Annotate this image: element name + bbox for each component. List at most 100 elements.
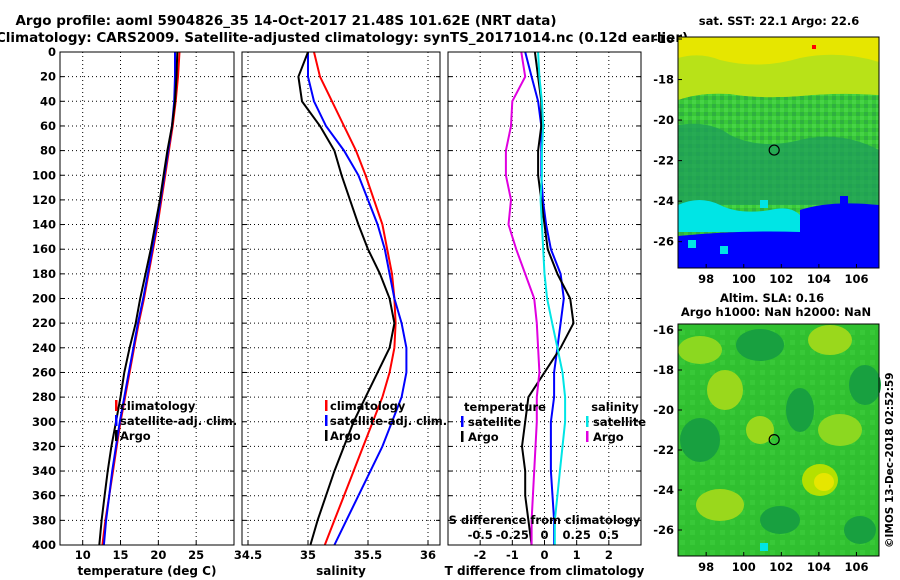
series-line-argo <box>297 51 396 546</box>
x-tick-label: 15 <box>113 548 129 562</box>
series-line-s-argo <box>504 51 541 545</box>
series-line-s-satellite <box>537 51 567 545</box>
map-y-tick-label: -22 <box>653 154 674 168</box>
x-tick-label: 2 <box>605 548 613 562</box>
y-tick-label: 100 <box>32 168 56 182</box>
y-tick-label: 220 <box>32 316 56 330</box>
title-line-1: Argo profile: aoml 5904826_35 14-Oct-201… <box>15 13 556 29</box>
legend-swatch <box>325 415 328 426</box>
x-tick-label: 34.5 <box>234 548 262 562</box>
x-tick-label: 10 <box>75 548 91 562</box>
sla-map: Altim. SLA: 0.16 Argo h1000: NaN h2000: … <box>653 291 881 574</box>
map-x-tick-label: 98 <box>698 560 714 574</box>
map-x-tick-label: 100 <box>732 560 756 574</box>
legend-label: Argo <box>330 429 361 443</box>
x-tick-label-s: -0.25 <box>496 528 529 542</box>
y-tick-label: 180 <box>32 267 56 281</box>
legend-label: climatology <box>120 399 196 413</box>
salinity-panel: 34.5 35 35.5 36 salinity climatologysatellite… <box>234 51 447 578</box>
x-tick-label: 25 <box>188 548 204 562</box>
y-tick-label: 60 <box>40 119 56 133</box>
legend-label: satellite-adj. clim. <box>330 414 447 428</box>
y-tick-label: 160 <box>32 242 56 256</box>
legend-swatch <box>586 416 589 427</box>
x-tick-label: 20 <box>150 548 166 562</box>
legend-swatch <box>586 431 589 442</box>
sla-argo-marker <box>768 434 780 446</box>
plot-frame <box>447 51 642 546</box>
map-y-tick-label: -16 <box>653 323 674 337</box>
sst-map-axes: 98 100 102 104 106 -16 -18 -20 -22 -24 -26 <box>653 32 868 286</box>
x-tick-label-s: 0.25 <box>562 528 590 542</box>
x-tick-label-s: 0 <box>540 528 548 542</box>
plot-frame <box>59 51 235 546</box>
map-x-tick-label: 100 <box>732 272 756 286</box>
y-tick-label: 380 <box>32 513 56 527</box>
sla-map-title: Altim. SLA: 0.16 <box>720 291 824 305</box>
map-x-tick-label: 104 <box>807 272 831 286</box>
x-axis-label: T difference from climatology <box>445 564 645 578</box>
y-tick-label: 260 <box>32 365 56 379</box>
legend-label: satellite-adj. clim. <box>120 414 237 428</box>
y-tick-label: 140 <box>32 218 56 232</box>
series-line-satellite-adj-clim- <box>307 52 408 546</box>
x-tick-label: -1 <box>506 548 519 562</box>
sla-map-axes: 98 100 102 104 106 -16 -18 -20 -22 -24 -26 <box>653 323 868 574</box>
map-y-tick-label: -20 <box>653 113 674 127</box>
map-x-tick-label: 102 <box>769 560 793 574</box>
legend-label: Argo <box>120 429 151 443</box>
legend-label: Argo <box>593 430 624 444</box>
y-tick-label: 400 <box>32 538 56 552</box>
sst-map-title: sat. SST: 22.1 Argo: 22.6 <box>699 14 859 28</box>
map-y-tick-label: -20 <box>653 403 674 417</box>
legend-label: satellite <box>468 415 521 429</box>
x-tick-label: 35.5 <box>354 548 382 562</box>
y-tick-label: 80 <box>40 144 56 158</box>
sst-argo-marker <box>768 144 780 156</box>
legend-swatch <box>461 416 464 427</box>
map-y-tick-label: -24 <box>653 194 674 208</box>
x-tick-label-s: 0.5 <box>599 528 619 542</box>
legend-label: climatology <box>330 399 406 413</box>
y-tick-label: 20 <box>40 70 56 84</box>
x-tick-label: -2 <box>474 548 487 562</box>
title-line-2: Climatology: CARS2009. Satellite-adjuste… <box>0 30 688 46</box>
x-tick-label: 0 <box>540 548 548 562</box>
y-tick-label: 300 <box>32 415 56 429</box>
legend-swatch <box>325 430 328 441</box>
sla-map-subtitle: Argo h1000: NaN h2000: NaN <box>681 305 871 319</box>
series-line-argo <box>98 51 179 546</box>
temperature-panel: 0 20 40 60 80 100 120 140 160 180 200 220 240 260 280 3… <box>32 45 237 578</box>
plot-frame <box>241 51 441 546</box>
x-tick-label-s: -0.5 <box>468 528 493 542</box>
y-tick-label: 340 <box>32 464 56 478</box>
map-y-tick-label: -24 <box>653 483 674 497</box>
map-x-tick-label: 106 <box>844 272 868 286</box>
series-line-t-satellite <box>524 51 565 545</box>
legend-label: Argo <box>468 430 499 444</box>
y-tick-label: 320 <box>32 439 56 453</box>
map-y-tick-label: -16 <box>653 32 674 46</box>
map-x-tick-label: 98 <box>698 272 714 286</box>
y-tick-label: 280 <box>32 390 56 404</box>
legend-swatch <box>115 415 118 426</box>
map-y-tick-label: -18 <box>653 363 674 377</box>
imos-credit: ©IMOS 13-Dec-2018 02:52:59 <box>884 372 896 548</box>
series-line-t-argo <box>520 51 575 546</box>
legend-swatch <box>115 430 118 441</box>
legend-swatch <box>461 431 464 442</box>
map-x-tick-label: 104 <box>807 560 831 574</box>
legend-title-temperature: temperature <box>464 400 546 414</box>
map-x-tick-label: 102 <box>769 272 793 286</box>
map-y-tick-label: -18 <box>653 73 674 87</box>
y-tick-label: 0 <box>48 45 56 59</box>
y-tick-label: 240 <box>32 341 56 355</box>
x-axis-label-top: S difference from climatology <box>449 513 641 527</box>
x-tick-label: 1 <box>573 548 581 562</box>
y-tick-label: 120 <box>32 193 56 207</box>
y-tick-label: 360 <box>32 489 56 503</box>
map-y-tick-label: -22 <box>653 443 674 457</box>
x-axis-label: salinity <box>316 564 366 578</box>
legend-swatch <box>115 400 118 411</box>
